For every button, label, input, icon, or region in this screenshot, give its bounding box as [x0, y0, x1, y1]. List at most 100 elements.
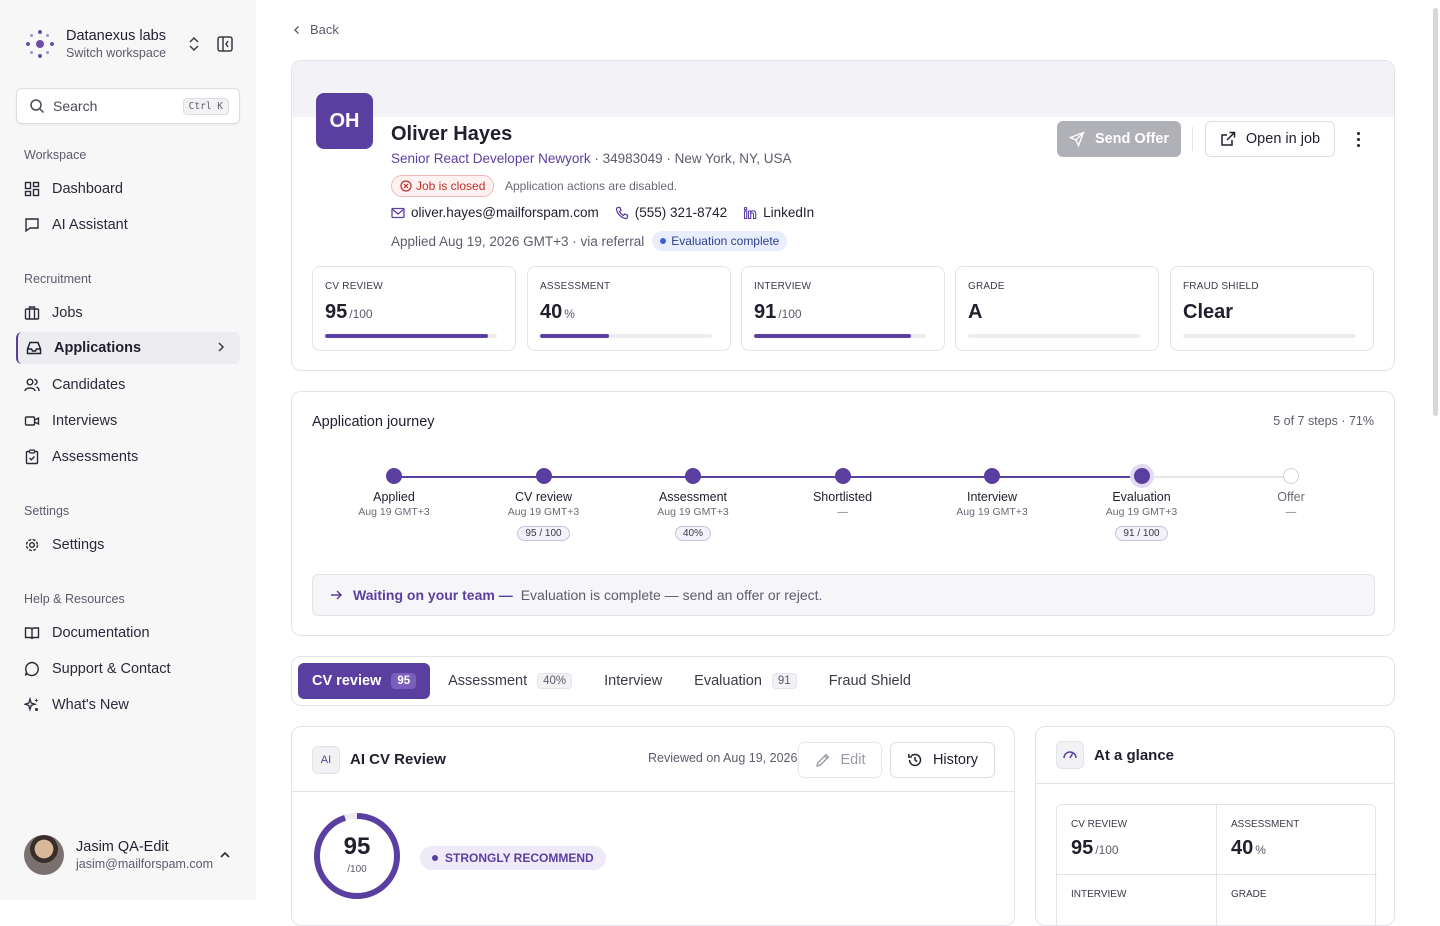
edit-button[interactable]: Edit — [798, 742, 882, 778]
score-ring-progress — [314, 813, 400, 899]
chevron-up-down-icon[interactable] — [186, 35, 202, 53]
sidebar-item-candidates[interactable]: Candidates — [16, 369, 240, 401]
tab-cv-review[interactable]: CV review 95 — [298, 663, 431, 699]
sparkles-icon — [24, 697, 39, 712]
job-link[interactable]: Senior React Developer Newyork — [391, 151, 591, 166]
sidebar-item-settings[interactable]: Settings — [16, 529, 240, 561]
candidate-role-line: Senior React Developer Newyork · 3498304… — [391, 151, 791, 166]
inbox-icon — [26, 341, 42, 355]
sidebar-item-label: Jobs — [52, 305, 83, 321]
more-actions-button[interactable] — [1348, 127, 1368, 151]
sidebar-item-documentation[interactable]: Documentation — [16, 617, 240, 649]
glance-header: At a glance — [1036, 727, 1394, 784]
sidebar-item-whats-new[interactable]: What's New — [16, 689, 240, 721]
sidebar-item-label: Applications — [54, 340, 142, 356]
search-input[interactable]: Search Ctrl K — [16, 88, 240, 124]
journey-step-evaluation: Evaluation Aug 19 GMT+3 91 / 100 — [1082, 468, 1202, 541]
open-in-job-label: Open in job — [1245, 131, 1321, 147]
kebab-dot — [1356, 137, 1360, 141]
journey-progress: 5 of 7 steps · 71% — [1273, 414, 1374, 428]
pencil-icon — [815, 753, 829, 767]
glance-value: 40% — [1231, 837, 1266, 859]
scrollbar-thumb[interactable] — [1433, 8, 1438, 416]
glance-value — [1231, 907, 1233, 925]
metric-card-fraud-shield: FRAUD SHIELD Clear — [1170, 266, 1374, 351]
gear-icon — [25, 538, 39, 552]
send-icon — [1068, 131, 1085, 147]
step-name: Evaluation — [1112, 490, 1171, 504]
nav-section-recruitment: Recruitment — [24, 272, 92, 286]
history-button[interactable]: History — [890, 742, 995, 778]
actions-disabled-note: Application actions are disabled. — [505, 179, 678, 193]
tab-count: 95 — [391, 673, 417, 689]
step-date: — — [837, 506, 848, 518]
step-score: 91 / 100 — [1115, 526, 1168, 541]
status-dot — [660, 238, 667, 244]
email-link[interactable]: oliver.hayes@mailforspam.com — [391, 205, 599, 220]
sidebar-item-support[interactable]: Support & Contact — [16, 653, 240, 685]
sidebar-item-applications[interactable]: Applications — [16, 332, 240, 364]
glance-cell-grade: GRADE — [1217, 875, 1377, 925]
workspace-switcher[interactable]: Datanexus labs Switch workspace — [24, 26, 234, 62]
score-unit: /100 — [347, 864, 367, 875]
gauge-icon — [1056, 741, 1084, 769]
metric-card-grade: GRADE A — [955, 266, 1159, 351]
tab-interview[interactable]: Interview — [590, 663, 676, 699]
recommendation-label: STRONGLY RECOMMEND — [445, 851, 594, 865]
user-menu[interactable]: Jasim QA-Edit jasim@mailforspam.com — [24, 834, 234, 876]
chevron-left-icon — [294, 25, 299, 34]
phone-link[interactable]: (555) 321-8742 — [615, 205, 727, 220]
chevron-up-icon[interactable] — [218, 848, 232, 862]
sidebar: Datanexus labs Switch workspace Search C… — [0, 0, 256, 900]
sidebar-collapse-icon[interactable] — [216, 35, 234, 53]
job-closed-label: Job is closed — [416, 179, 486, 193]
header-band — [292, 61, 1394, 117]
journey-title: Application journey — [312, 414, 435, 430]
step-date: — — [1285, 506, 1297, 518]
glance-label: INTERVIEW — [1071, 889, 1127, 900]
tab-fraud-shield[interactable]: Fraud Shield — [815, 663, 925, 699]
glance-cell-cv-review: CV REVIEW 95/100 — [1057, 805, 1217, 875]
at-a-glance-card: At a glance CV REVIEW 95/100 ASSESSMENT 40%… — [1035, 726, 1395, 926]
sidebar-item-jobs[interactable]: Jobs — [16, 297, 240, 329]
metric-value: 40% — [540, 301, 575, 323]
sidebar-item-assessments[interactable]: Assessments — [16, 441, 240, 473]
sidebar-item-interviews[interactable]: Interviews — [16, 405, 240, 437]
tab-label: Evaluation — [694, 673, 762, 689]
detail-tabs: CV review 95 Assessment 40% Interview Evaluat… — [291, 656, 1395, 706]
user-email: jasim@mailforspam.com — [76, 856, 214, 871]
tab-evaluation[interactable]: Evaluation 91 — [680, 663, 811, 699]
job-closed-badge: Job is closed — [391, 175, 495, 197]
linkedin-label: LinkedIn — [763, 205, 815, 220]
candidate-phone: (555) 321-8742 — [634, 205, 728, 220]
journey-step-interview: Interview Aug 19 GMT+3 — [932, 468, 1052, 518]
journey-step-shortlisted: Shortlisted — — [783, 468, 903, 518]
reviewed-on: Reviewed on Aug 19, 2026 — [648, 751, 798, 765]
metric-label: CV REVIEW — [325, 281, 383, 292]
tab-assessment[interactable]: Assessment 40% — [434, 663, 586, 699]
applied-text: Applied Aug 19, 2026 GMT+3 · via referra… — [391, 233, 645, 249]
chevron-right-icon — [218, 342, 225, 352]
metric-progress-bar — [968, 334, 1140, 338]
sidebar-item-dashboard[interactable]: Dashboard — [16, 173, 240, 205]
briefcase-icon — [24, 306, 40, 320]
open-in-job-button[interactable]: Open in job — [1205, 121, 1335, 157]
sidebar-item-label: Assessments — [52, 449, 139, 465]
mail-icon — [391, 207, 405, 218]
metric-card-interview: INTERVIEW 91/100 — [741, 266, 945, 351]
metric-card-cv-review: CV REVIEW 95/100 — [312, 266, 516, 351]
nav-section-settings: Settings — [24, 504, 70, 518]
linkedin-icon — [743, 206, 757, 219]
step-name: Applied — [373, 490, 415, 504]
send-offer-button[interactable]: Send Offer — [1057, 121, 1181, 157]
linkedin-link[interactable]: LinkedIn — [743, 205, 814, 220]
back-link[interactable]: Back — [292, 22, 339, 37]
workspace-name: Datanexus labs — [66, 27, 166, 44]
glance-title: At a glance — [1094, 747, 1175, 764]
page-scrollbar[interactable] — [1431, 0, 1440, 900]
send-offer-label: Send Offer — [1094, 131, 1170, 147]
step-score: 95 / 100 — [517, 526, 570, 541]
tab-label: Fraud Shield — [828, 673, 911, 689]
sidebar-item-ai-assistant[interactable]: AI Assistant — [16, 209, 240, 241]
edit-label: Edit — [840, 752, 866, 768]
